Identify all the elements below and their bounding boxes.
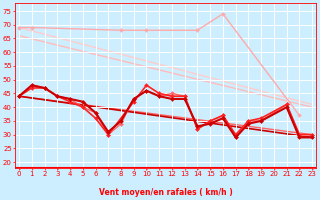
X-axis label: Vent moyen/en rafales ( km/h ): Vent moyen/en rafales ( km/h ) xyxy=(99,188,232,197)
